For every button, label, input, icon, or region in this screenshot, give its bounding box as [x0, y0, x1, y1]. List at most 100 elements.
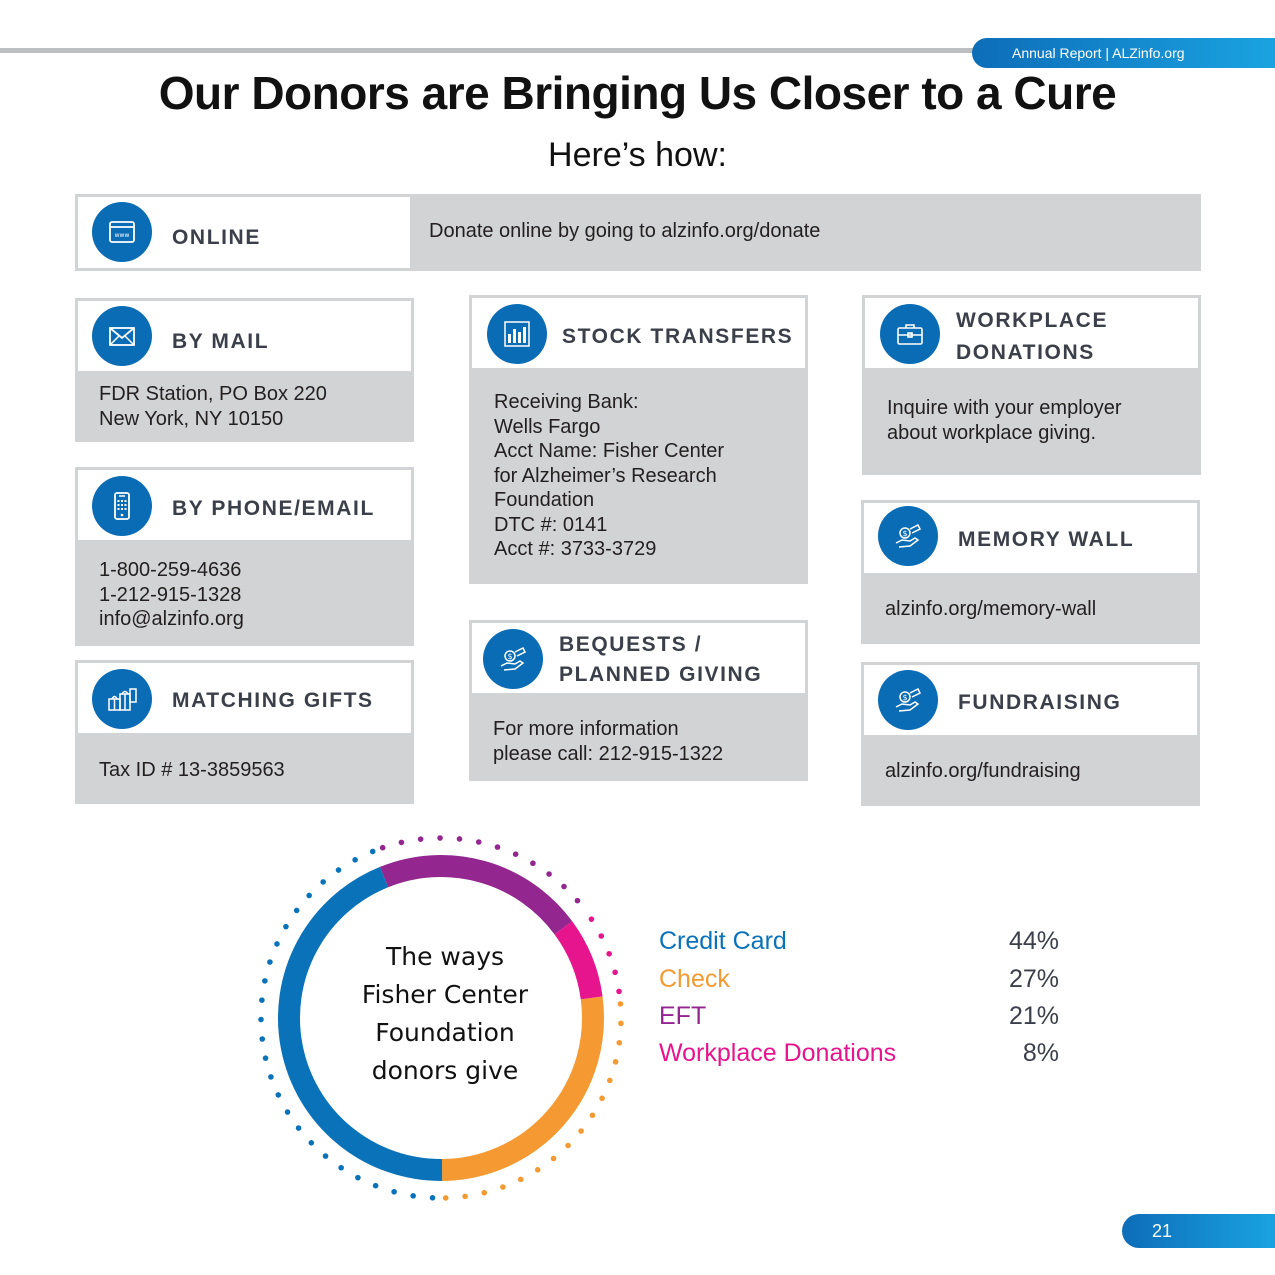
card-online-body: [413, 194, 1201, 271]
card-matching-gifts: MATCHING GIFTS Tax ID # 13-3859563: [75, 660, 414, 804]
donut-center-label: The ways Fisher Center Foundation donors…: [361, 942, 529, 1085]
svg-text:$: $: [902, 529, 907, 538]
decorative-dot: [598, 933, 605, 939]
card-bequests-body: [469, 696, 808, 781]
card-fundraising-body: [861, 738, 1200, 806]
card-bequests-text: For more information please call: 212-91…: [493, 718, 724, 765]
decorative-dot: [607, 1077, 613, 1084]
decorative-dot: [578, 1128, 584, 1134]
hand-money-icon: $: [878, 670, 938, 730]
decorative-dot: [462, 1193, 468, 1200]
card-workplace-body: [862, 371, 1201, 475]
card-by-phone-email-body: [75, 543, 414, 646]
decorative-dot: [618, 1020, 624, 1027]
decorative-dot: [369, 848, 376, 855]
card-online: www ONLINE Donate online by going to alz…: [75, 194, 1201, 271]
donut-slice-check: [441, 996, 604, 1181]
decorative-dot: [512, 851, 519, 858]
decorative-dot: [616, 988, 622, 995]
card-memory-wall-text: alzinfo.org/memory-wall: [885, 598, 1097, 620]
mobile-phone-icon: [92, 476, 152, 536]
decorative-dot: [561, 883, 567, 890]
card-stock-transfers-label: STOCK TRANSFERS: [562, 325, 794, 348]
decorative-dot: [293, 907, 300, 914]
card-fundraising: $ FUNDRAISING alzinfo.org/fundraising: [861, 662, 1200, 806]
decorative-dot: [612, 1059, 619, 1065]
card-fundraising-text: alzinfo.org/fundraising: [885, 760, 1081, 782]
svg-text:$: $: [902, 693, 907, 702]
card-by-phone-email-text: 1-800-259-4636 1-212-915-1328 info@alzin…: [99, 559, 244, 630]
card-by-phone-email-label: BY PHONE/EMAIL: [172, 497, 375, 520]
donut-slice-credit-card: [278, 866, 443, 1181]
legend-label: Check: [659, 965, 730, 993]
card-stock-transfers-text: Receiving Bank: Wells Fargo Acct Name: F…: [494, 391, 725, 560]
decorative-dot: [320, 879, 326, 885]
decorative-dot: [550, 1155, 557, 1162]
decorative-dot: [588, 916, 595, 922]
decorative-dot: [494, 844, 501, 850]
decorative-dot: [259, 997, 265, 1003]
card-bequests-label: BEQUESTS / PLANNED GIVING: [559, 633, 763, 686]
decorative-dot: [456, 836, 463, 842]
legend-row: EFT 21%: [659, 998, 1059, 1034]
decorative-dot: [500, 1184, 506, 1190]
legend-row: Workplace Donations 8%: [659, 1035, 1059, 1071]
card-online-text: Donate online by going to alzinfo.org/do…: [429, 220, 821, 242]
legend-label: Workplace Donations: [659, 1039, 897, 1067]
card-workplace-text: Inquire with your employer about workpla…: [887, 397, 1122, 444]
card-bequests-planned-giving: $ BEQUESTS / PLANNED GIVING For more inf…: [469, 620, 808, 781]
decorative-dot: [398, 839, 405, 846]
decorative-dot: [379, 844, 386, 851]
donor-methods-donut-chart: [255, 830, 635, 1210]
decorative-dot: [534, 1167, 541, 1173]
decorative-dot: [352, 857, 358, 863]
card-matching-gifts-label: MATCHING GIFTS: [172, 689, 374, 712]
card-matching-gifts-body: [75, 736, 414, 804]
decorative-dot: [283, 923, 289, 930]
decorative-dot: [589, 1112, 596, 1119]
card-by-mail-text: FDR Station, PO Box 220 New York, NY 101…: [99, 383, 327, 430]
legend-value: 27%: [1008, 965, 1059, 993]
card-matching-gifts-text: Tax ID # 13-3859563: [99, 759, 285, 781]
gift-boxes-icon: [92, 669, 152, 729]
browser-window-icon: www: [92, 202, 152, 262]
decorative-dot: [284, 1109, 291, 1115]
donut-slice-workplace-donations: [554, 921, 603, 1000]
card-by-mail-body: [75, 374, 414, 442]
legend-label: EFT: [659, 1002, 707, 1030]
hand-money-icon: $: [483, 629, 543, 689]
legend-value: 8%: [1022, 1039, 1059, 1067]
card-stock-transfers: STOCK TRANSFERS Receiving Bank: Wells Fa…: [469, 295, 808, 584]
decorative-dot: [417, 836, 424, 842]
card-memory-wall-body: [861, 576, 1200, 644]
decorative-dot: [372, 1182, 379, 1189]
decorative-dot: [274, 941, 280, 947]
decorative-dot: [262, 978, 268, 984]
card-workplace-label: WORKPLACE DONATIONS: [956, 309, 1109, 364]
decorative-dot: [306, 892, 312, 899]
header-rule: [0, 48, 990, 53]
decorative-dot: [391, 1188, 397, 1195]
decorative-dot: [574, 897, 581, 904]
decorative-dot: [429, 1195, 436, 1201]
decorative-dot: [599, 1095, 605, 1102]
card-by-phone-email: BY PHONE/EMAIL 1-800-259-4636 1-212-915-…: [75, 467, 414, 646]
card-by-mail-label: BY MAIL: [172, 330, 270, 353]
decorative-dot: [275, 1092, 282, 1098]
donut-slice-eft: [379, 855, 573, 935]
decorative-dot: [617, 1001, 624, 1007]
decorative-dot: [612, 969, 618, 976]
decorative-dot: [442, 1195, 449, 1201]
decorative-dot: [565, 1142, 571, 1149]
decorative-dot: [410, 1193, 416, 1199]
decorative-dot: [335, 867, 342, 873]
legend-label: Credit Card: [659, 927, 787, 955]
card-memory-wall-label: MEMORY WALL: [958, 528, 1135, 551]
decorative-dot: [517, 1176, 524, 1183]
decorative-dot: [546, 871, 552, 877]
decorative-dot: [616, 1039, 623, 1046]
decorative-dot: [258, 1016, 264, 1023]
page-subtitle: Here’s how:: [548, 136, 727, 174]
card-memory-wall: $ MEMORY WALL alzinfo.org/memory-wall: [861, 500, 1200, 644]
decorative-dot: [267, 959, 273, 965]
